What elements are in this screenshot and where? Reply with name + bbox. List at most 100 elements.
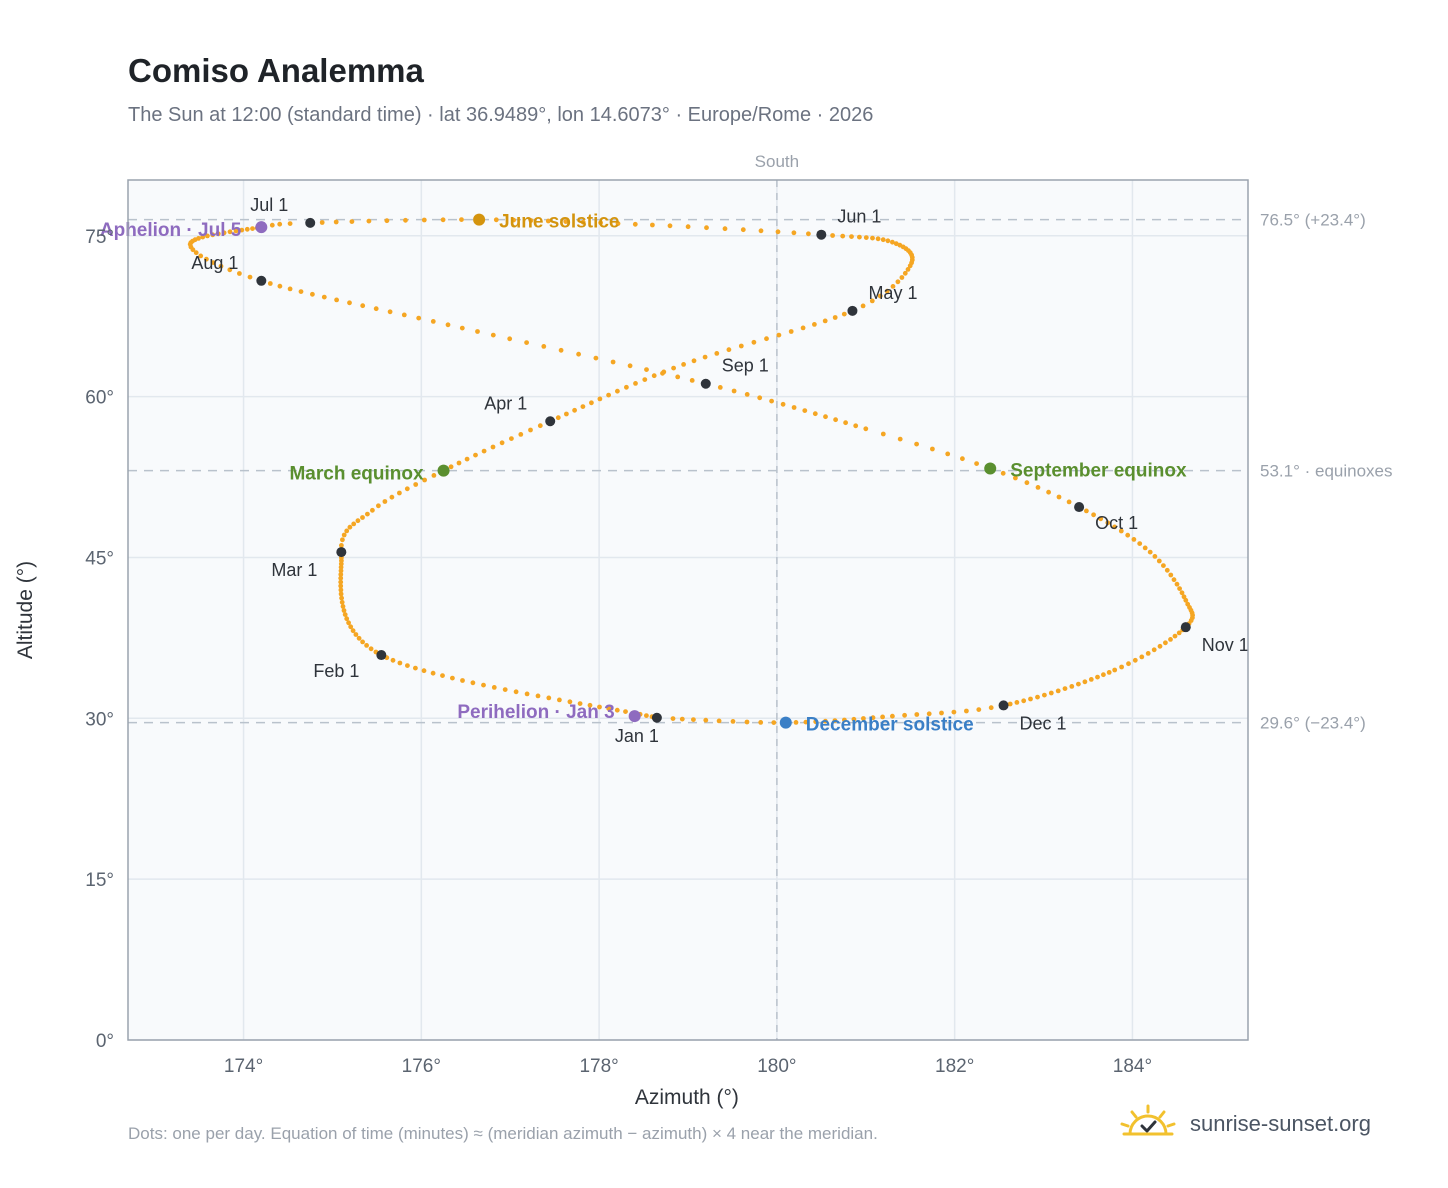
daily-dot [440,673,445,678]
y-axis-label: Altitude (°) [14,561,37,659]
daily-dot [1172,633,1178,639]
x-tick-label: 174° [224,1056,263,1077]
month-marker-dot [847,305,858,316]
x-tick-label: 176° [402,1056,441,1077]
daily-dot [1112,524,1117,530]
daily-dot [1007,701,1013,707]
daily-dot [642,377,648,382]
daily-dot [644,367,649,372]
daily-dot [1156,558,1162,564]
daily-dot [1105,520,1111,526]
daily-dot [1163,640,1168,646]
daily-dot [689,378,695,383]
daily-dot [830,233,835,238]
event-marker-label: September equinox [1010,460,1187,481]
daily-dot [546,695,552,701]
daily-dot [902,270,908,276]
daily-dot [464,456,470,462]
daily-dot [368,646,374,652]
month-marker-dot [256,275,267,286]
daily-dot [812,411,818,417]
daily-dot [1076,681,1081,687]
daily-dot [1101,672,1106,678]
daily-dot [870,715,876,721]
daily-dot [321,294,327,300]
altitude-reference-label: 53.1° · equinoxes [1260,462,1393,481]
daily-dot [360,639,365,645]
daily-dot [287,221,293,227]
daily-dot [227,267,233,273]
daily-dot [509,436,514,441]
daily-dot [1035,485,1041,490]
daily-dot [702,354,708,360]
daily-dot [557,697,562,703]
south-label: South [755,152,799,171]
daily-dot [267,281,273,286]
daily-dot [239,227,245,233]
daily-dot [895,279,901,285]
daily-dot [200,234,206,240]
daily-dot [671,365,676,371]
daily-dot [930,446,935,452]
daily-dot [233,228,239,234]
daily-dot [1164,567,1170,573]
daily-dot [1168,572,1174,578]
daily-dot [287,286,293,292]
daily-dot [730,719,736,724]
daily-dot [877,293,883,299]
daily-dot [558,347,564,353]
daily-dot [1014,700,1020,705]
month-marker-label: Jul 1 [250,195,288,215]
brand-name[interactable]: sunrise-sunset.org [1190,1111,1371,1136]
daily-dot [349,219,355,225]
daily-dot [490,444,496,450]
daily-dot [803,719,809,725]
daily-dot [493,217,499,223]
daily-dot [499,440,505,446]
event-marker-label: Perihelion · Jan 3 [457,702,614,723]
daily-dot [812,322,817,327]
month-marker-label: Dec 1 [1020,713,1067,733]
daily-dot [726,347,732,353]
daily-dot [905,267,911,272]
daily-dot [806,231,811,237]
y-tick-label: 75° [85,227,114,248]
daily-dot [1028,696,1033,702]
daily-dot [714,351,720,356]
month-marker-label: May 1 [868,283,917,303]
month-marker-label: Oct 1 [1095,513,1138,533]
daily-dot [875,236,881,242]
daily-dot [813,719,819,725]
daily-dot [691,358,697,364]
daily-dot [491,685,497,690]
daily-dot [823,718,828,724]
month-marker-label: Sep 1 [722,356,769,376]
daily-dot [348,624,354,630]
daily-dot [1176,630,1182,636]
daily-dot [373,306,379,312]
daily-dot [589,400,594,406]
brand-logo[interactable]: sunrise-sunset.org [1120,1102,1371,1146]
daily-dot [644,713,649,718]
daily-dot [347,524,353,530]
daily-dot [421,668,427,674]
reference-lines: South 76.5° (+23.4°) 53.1° · equinoxes 29.6… [128,152,1393,1040]
daily-dot [365,511,370,517]
month-marker-dot [816,229,827,240]
daily-dot [1151,647,1157,653]
daily-dot [1157,643,1163,649]
daily-dot [722,226,728,232]
month-marker-dot [1180,622,1191,633]
daily-dot [675,374,681,380]
y-tick-label: 0° [96,1031,114,1052]
daily-dot [190,247,196,253]
daily-dot [319,220,325,225]
daily-dot [1183,597,1189,603]
daily-dot [744,719,750,725]
month-marker-label: Apr 1 [484,393,527,413]
daily-dot [344,616,350,622]
daily-dot [221,230,227,236]
daily-dot [598,220,603,226]
daily-dot [1091,512,1096,518]
daily-dot [1137,541,1143,546]
